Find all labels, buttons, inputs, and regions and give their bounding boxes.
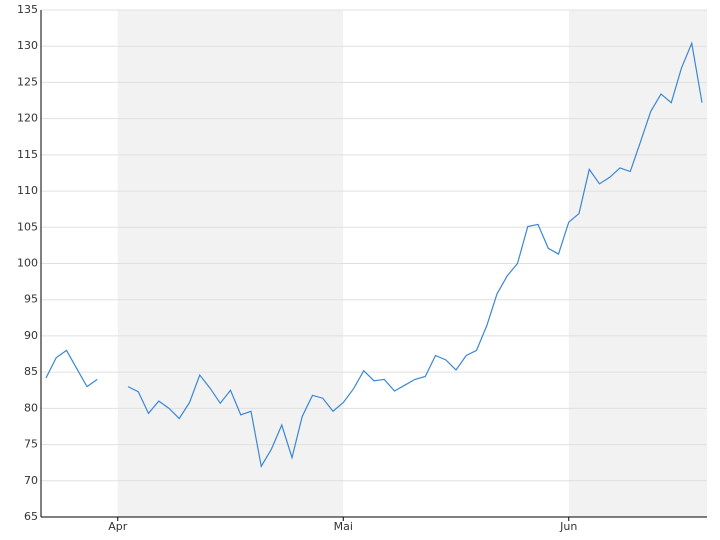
y-tick-label: 125 — [17, 75, 38, 88]
y-tick-label: 130 — [17, 39, 38, 52]
y-tick-label: 110 — [17, 184, 38, 197]
line — [45, 41, 703, 468]
y-tick-label: 80 — [24, 401, 38, 414]
y-tick-label: 75 — [24, 438, 38, 451]
y-tick-label: 85 — [24, 365, 38, 378]
y-tick-label: 100 — [17, 257, 38, 270]
x-tick-label: Mai — [334, 520, 353, 533]
y-tick-label: 95 — [24, 293, 38, 306]
y-tick-label: 105 — [17, 220, 38, 233]
y-tick-label: 90 — [24, 329, 38, 342]
y-tick-label: 120 — [17, 112, 38, 125]
y-tick-label: 70 — [24, 474, 38, 487]
x-tick-label: Apr — [108, 520, 128, 533]
y-tick-label: 115 — [17, 148, 38, 161]
x-tick-label: Jun — [559, 520, 577, 533]
y-tick-label: 135 — [17, 3, 38, 16]
y-tick-label: 65 — [24, 510, 38, 523]
